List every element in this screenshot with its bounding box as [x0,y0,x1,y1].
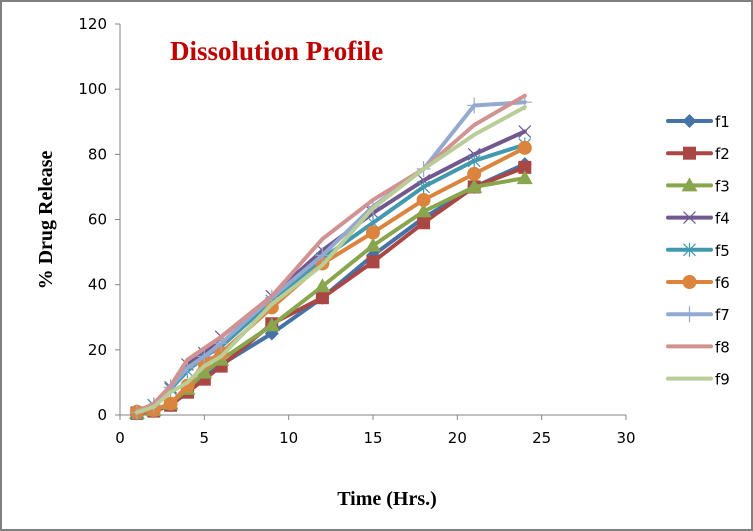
legend-marker [681,177,698,192]
y-tick-label: 40 [88,276,107,294]
legend-marker [682,275,697,289]
legend-item-f1: f1 [666,113,730,131]
data-point-f4 [518,125,532,138]
legend-label: f5 [715,242,730,260]
data-point-f3 [466,178,483,193]
data-point-f6 [366,225,380,240]
y-axis-title: % Drug Release [35,150,57,289]
x-tick-label: 0 [115,429,125,447]
x-tick-label: 5 [200,429,210,447]
data-point-f3 [365,237,381,252]
data-point-f2 [366,255,380,269]
x-tick-label: 30 [616,429,635,447]
data-point-f5 [417,179,431,194]
legend-label: f7 [715,306,730,324]
legend-label: f3 [715,177,730,195]
data-point-f6 [416,192,431,207]
legend-label: f2 [715,145,730,163]
data-point-f6 [163,396,178,411]
legend-marker [682,114,697,128]
axes: 0 20 40 60 80 100 120 0 5 10 15 20 25 30 [78,15,635,447]
legend-marker [683,211,696,225]
y-tick-label: 20 [88,341,107,359]
legend-item-f3: f3 [666,177,730,195]
legend-label: f4 [715,210,730,228]
chart-title: Dissolution Profile [170,36,383,66]
x-tick-label: 15 [363,429,382,447]
data-point-f3 [196,364,213,379]
data-point-f7 [467,97,482,114]
data-point-f7 [197,348,212,365]
series-line-f9 [134,105,527,415]
legend-label: f9 [715,371,730,389]
x-tick-label: 25 [532,429,551,447]
series-f9 [134,105,527,415]
data-point-f7 [315,247,330,264]
legend-item-f5: f5 [666,242,730,260]
legend: f1 f2 f3 f4 f5 f6 f7 f8 f9 [666,113,730,389]
legend-marker [683,242,696,257]
data-point-f5 [467,153,481,168]
legend-marker [682,306,697,323]
y-tick-label: 60 [88,211,107,229]
legend-label: f1 [715,113,730,131]
y-tick-label: 80 [88,145,107,163]
data-point-f3 [314,278,331,293]
legend-item-f7: f7 [666,306,730,324]
legend-item-f2: f2 [666,145,730,163]
data-point-f3 [415,203,432,218]
legend-marker [683,146,696,160]
data-point-f3 [263,317,280,332]
data-point-f3 [516,170,533,185]
data-point-f2 [417,216,431,230]
series-layer [128,93,533,421]
y-tick-label: 100 [78,80,107,98]
series-line-f4 [134,129,527,415]
data-point-f2 [518,160,532,174]
data-point-f6 [467,166,482,181]
x-tick-label: 20 [448,429,467,447]
y-tick-label: 0 [97,406,107,424]
x-axis-title: Time (Hrs.) [337,488,437,510]
legend-item-f4: f4 [666,210,730,228]
legend-item-f6: f6 [666,274,730,292]
y-tick-label: 120 [78,15,107,33]
x-tick-label: 10 [279,429,298,447]
legend-label: f8 [715,338,730,356]
data-point-f1 [366,248,380,263]
legend-label: f6 [715,274,730,292]
data-point-f6 [517,140,532,155]
legend-item-f8: f8 [666,338,730,356]
data-point-f2 [315,291,329,305]
legend-item-f9: f9 [666,371,730,389]
